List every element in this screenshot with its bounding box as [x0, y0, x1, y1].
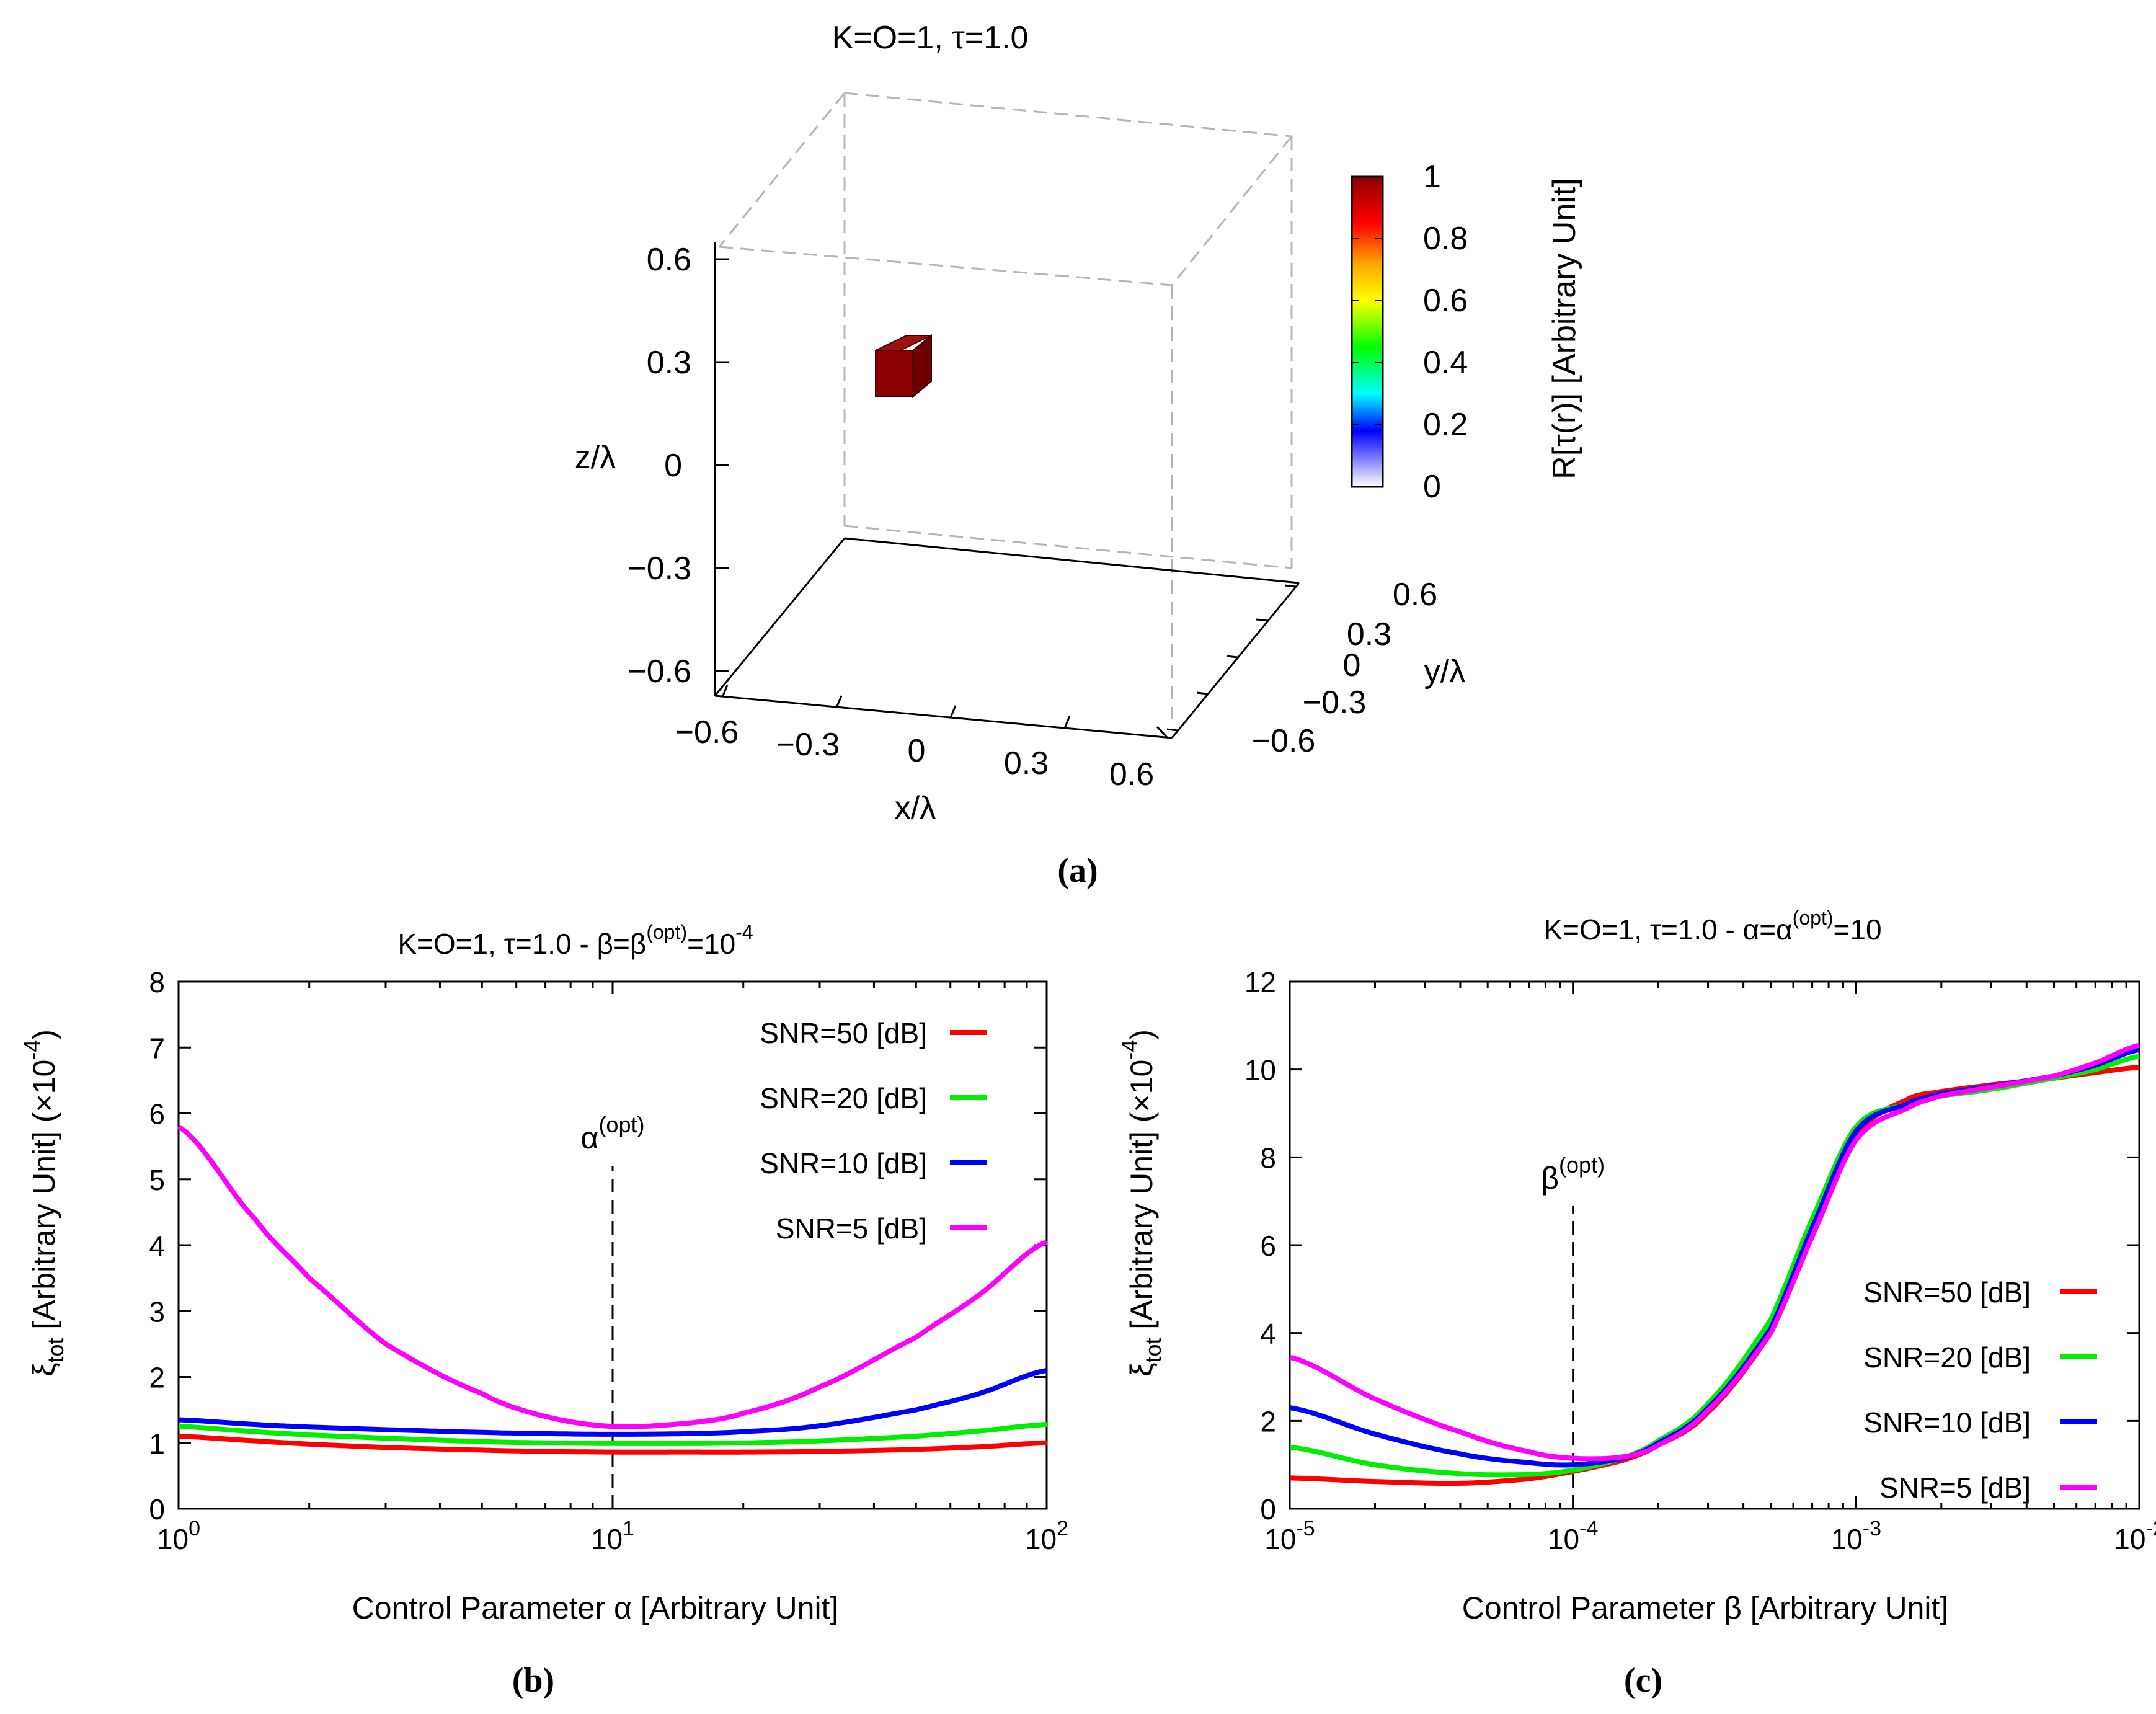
y-tick-label: 6 [149, 1098, 165, 1130]
panel-c-caption: (c) [1624, 1661, 1662, 1700]
legend-label: SNR=10 [dB] [1863, 1406, 2031, 1439]
voxel-front-face [875, 350, 913, 397]
x-tick-label: 101 [591, 1517, 634, 1555]
y-tick-label: 0 [149, 1493, 165, 1525]
panel-b-y-axis-label: ξtot [Arbitrary Unit] (×10-4) [19, 1029, 68, 1377]
y-tick-label: −0.6 [1252, 723, 1316, 759]
y-tick-label: 4 [1260, 1318, 1276, 1350]
panel-c-y-axis-label: ξtot [Arbitrary Unit] (×10-4) [1117, 1029, 1166, 1377]
optimal-marker-label: α(opt) [581, 1112, 645, 1155]
panel-c-series-group [1289, 1042, 2140, 1486]
y-ticks-marks [1166, 584, 1297, 732]
optimal-marker-label: β(opt) [1541, 1152, 1605, 1196]
y-tick-label: 0.3 [1347, 616, 1391, 652]
colorbar: 1 0.8 0.6 0.4 0.2 0 R[τ(r)] [Arbitrary U… [1351, 159, 1582, 505]
legend-label: SNR=5 [dB] [776, 1212, 927, 1245]
panel-a-3d-plot: K=O=1, τ=1.0 [575, 20, 1582, 890]
y-tick-label: 8 [1260, 1142, 1276, 1174]
panel-b-title: K=O=1, τ=1.0 - β=β(opt)=10-4 [397, 921, 753, 960]
x-tick-label: 10-3 [1831, 1517, 1881, 1555]
panel-a-caption: (a) [1057, 851, 1098, 890]
y-tick-label: 12 [1244, 966, 1276, 998]
y-tick-label: 2 [149, 1362, 165, 1394]
voxel-cube [875, 334, 932, 399]
axes-3d [714, 242, 1300, 739]
colorbar-tick-label: 1 [1423, 159, 1441, 195]
x-tick-label: −0.6 [675, 714, 739, 750]
y-tick-label: 10 [1244, 1054, 1276, 1086]
x-tick-label: 0.3 [1004, 745, 1049, 781]
y-tick-label: 0 [1260, 1493, 1276, 1525]
colorbar-tick-label: 0.4 [1423, 345, 1468, 381]
z-axis-label: z/λ [575, 440, 616, 476]
y-tick-label: 0.6 [1393, 577, 1437, 613]
colorbar-tick-label: 0.2 [1423, 407, 1468, 443]
z-tick-label: −0.3 [628, 551, 691, 587]
y-tick-label: 2 [1260, 1405, 1276, 1437]
z-tick-label: −0.6 [628, 654, 691, 690]
colorbar-gradient [1351, 175, 1384, 488]
panel-c-legend: SNR=50 [dB] SNR=20 [dB] SNR=10 [dB] SNR=5 [… [1863, 1276, 2097, 1504]
legend-label: SNR=20 [dB] [1863, 1341, 2031, 1374]
x-tick-label: 10-5 [1264, 1517, 1315, 1555]
x-tick-label: 0 [908, 733, 926, 769]
z-tick-label: 0.3 [647, 345, 691, 381]
bounding-box [718, 92, 1293, 719]
panel-b-series-group [177, 1124, 1048, 1455]
panel-a-title: K=O=1, τ=1.0 [832, 20, 1029, 56]
y-tick-label: −0.3 [1303, 685, 1367, 721]
panel-c-x-axis-label: Control Parameter β [Arbitrary Unit] [1462, 1591, 1949, 1625]
series-line [1289, 1042, 2140, 1462]
colorbar-tick-label: 0.8 [1423, 221, 1468, 257]
y-tick-label: 3 [149, 1295, 165, 1328]
legend-label: SNR=20 [dB] [760, 1082, 927, 1114]
legend-label: SNR=5 [dB] [1879, 1472, 2031, 1504]
legend-label: SNR=10 [dB] [760, 1147, 927, 1179]
x-tick-label: −0.3 [776, 727, 840, 763]
y-axis-label: y/λ [1424, 654, 1465, 690]
z-tick-label: 0 [664, 448, 682, 484]
series-line [178, 1422, 1047, 1446]
panel-c-chart: K=O=1, τ=1.0 - α=α(opt)=10 0 2 4 6 8 10 12 10-5… [1117, 907, 2156, 1700]
panel-b-chart: K=O=1, τ=1.0 - β=β(opt)=10-4 0 1 2 3 4 5 6 7 8 10… [19, 921, 1068, 1700]
y-tick-label: 4 [149, 1230, 165, 1262]
panel-b-caption: (b) [512, 1661, 554, 1700]
x-tick-label: 100 [157, 1517, 200, 1555]
y-tick-label: 5 [149, 1164, 165, 1196]
z-tick-label: 0.6 [647, 242, 691, 278]
y-tick-label: 1 [149, 1428, 165, 1460]
x-tick-label: 102 [1025, 1517, 1068, 1555]
panel-c-title: K=O=1, τ=1.0 - α=α(opt)=10 [1543, 907, 1881, 946]
y-tick-label: 8 [149, 966, 165, 998]
colorbar-tick-label: 0.6 [1423, 283, 1468, 319]
series-line [177, 1124, 1048, 1429]
legend-label: SNR=50 [dB] [1863, 1276, 2031, 1308]
colorbar-label: R[τ(r)] [Arbitrary Unit] [1546, 178, 1582, 479]
panel-b-legend: SNR=50 [dB] SNR=20 [dB] SNR=10 [dB] SNR=5 [… [760, 1017, 987, 1245]
panel-b-x-axis-label: Control Parameter α [Arbitrary Unit] [352, 1591, 839, 1625]
panel-b-axes: 0 1 2 3 4 5 6 7 8 100 101 102 α(opt) [149, 966, 1068, 1555]
x-tick-label: 0.6 [1109, 757, 1154, 793]
y-tick-label: 0 [1343, 647, 1361, 683]
y-tick-label: 6 [1260, 1230, 1276, 1262]
y-tick-label: 7 [149, 1032, 165, 1064]
z-ticks-marks [715, 258, 729, 672]
x-tick-label: 10-2 [2114, 1517, 2156, 1555]
x-ticks-marks [721, 685, 1168, 739]
x-tick-label: 10-4 [1548, 1517, 1598, 1555]
x-axis-label: x/λ [895, 790, 936, 826]
series-line [178, 1367, 1047, 1437]
series-line [178, 1434, 1047, 1455]
legend-label: SNR=50 [dB] [760, 1017, 927, 1049]
voxel-side-face [912, 334, 932, 399]
colorbar-tick-label: 0 [1423, 469, 1441, 505]
